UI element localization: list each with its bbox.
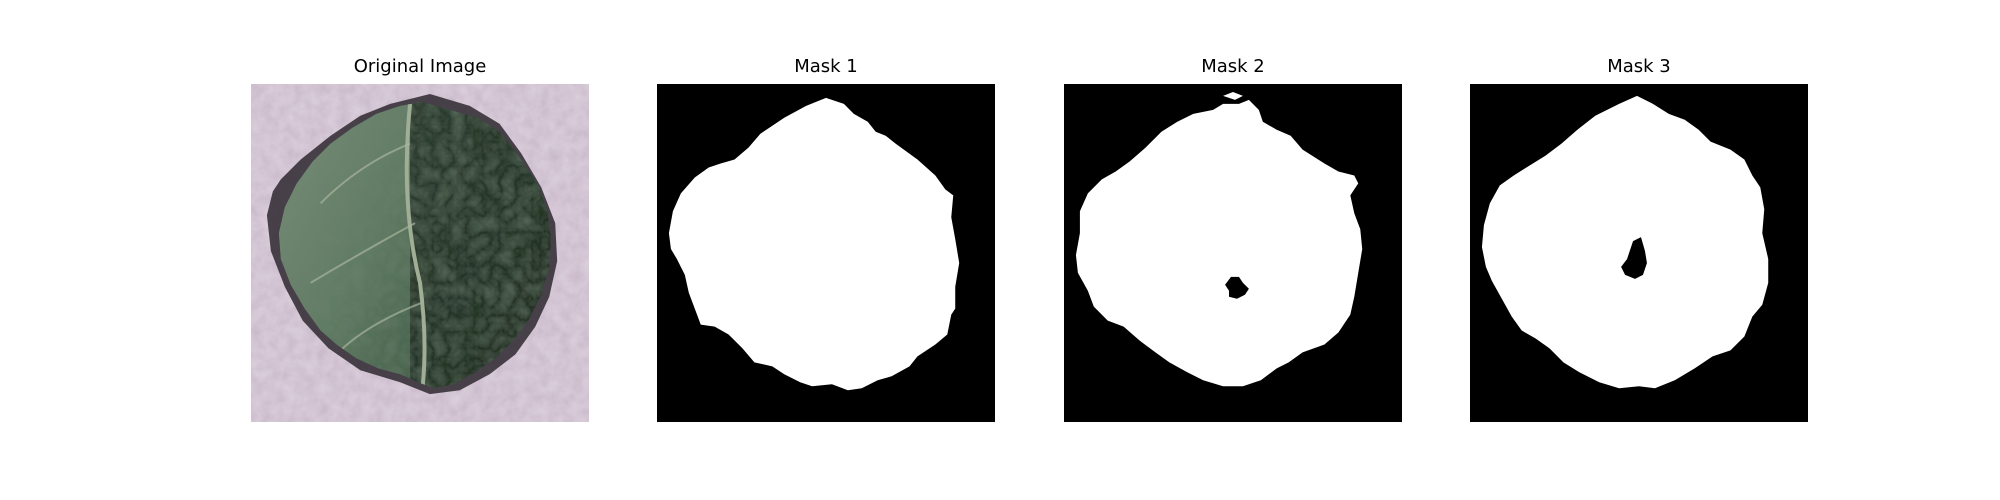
leaf-photo [251,84,589,422]
panel-title: Mask 2 [1201,56,1265,77]
mask-1-image [657,84,995,422]
panel-title: Mask 3 [1607,56,1671,77]
mask-1-panel: Mask 1 [657,55,995,450]
mask-3-panel: Mask 3 [1470,55,1808,450]
mask-2-image [1064,84,1402,422]
mask-3-region [1481,95,1769,389]
mask-1-region [668,97,960,391]
original-image-panel: Original Image [251,55,589,450]
panel-title: Mask 1 [794,56,858,77]
mask-2-panel: Mask 2 [1064,55,1402,450]
mask-3-image [1470,84,1808,422]
panel-title: Original Image [353,56,487,77]
mask-2-region [1075,99,1363,387]
